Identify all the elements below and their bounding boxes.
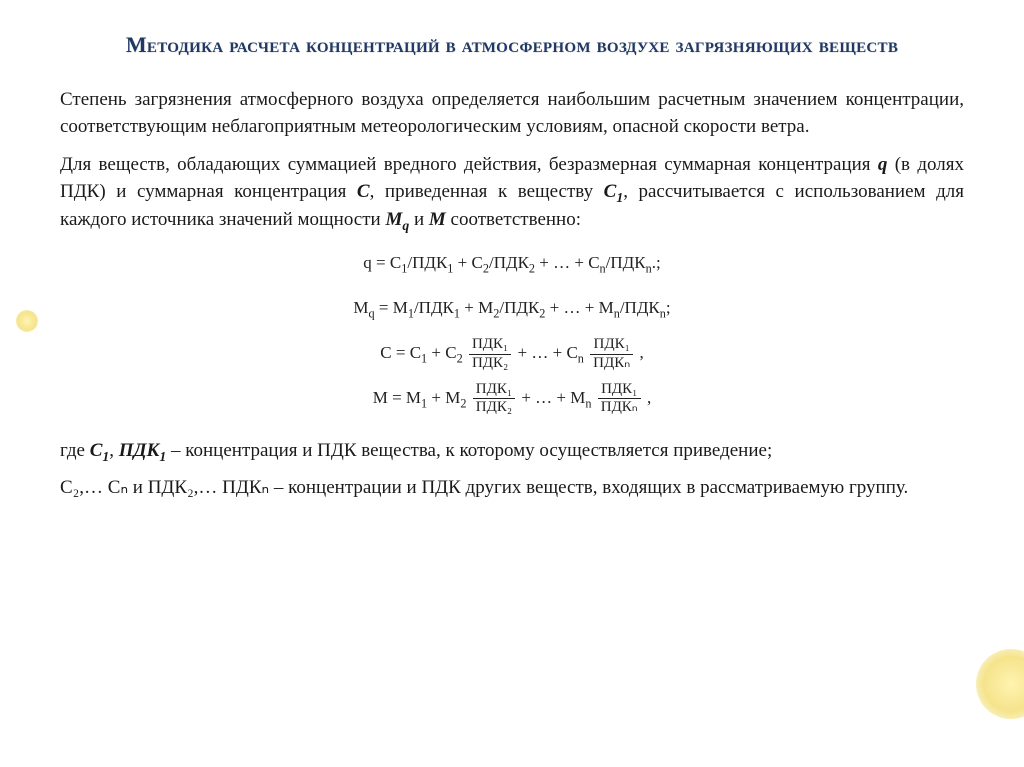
symbol-q: q [878,154,888,175]
fraction-den: ПДКₙ [590,355,633,372]
fraction: ПДК₁ ПДК₂ [469,337,511,372]
formula-tail: , [647,388,651,407]
p2-post: соответственно: [446,209,581,230]
symbol-M: M [429,209,446,230]
slide-title: Методика расчета концентраций в атмосфер… [60,30,964,60]
p2-pre: Для веществ, обладающих суммацией вредно… [60,154,878,175]
fraction-den: ПДК₂ [473,399,515,416]
fraction: ПДК₁ ПДК₂ [473,382,515,417]
legend-C1: С1 [90,440,110,461]
formula-M: M = M1 + M2 ПДК₁ ПДК₂ + … + Mn ПДК₁ ПДКₙ… [60,378,964,419]
legend-PDK1-base: ПДК [119,440,160,461]
formula-Mq: Mq = M1/ПДК1 + M2/ПДК2 + … + Mn/ПДКn; [60,288,964,329]
fraction-den: ПДК₂ [469,355,511,372]
fraction-num: ПДК₁ [473,382,515,400]
symbol-C1: C1 [604,181,624,202]
formula-q: q = C1/ПДК1 + C2/ПДК2 + … + Cn/ПДКn.; [60,243,964,284]
paragraph-1: Степень загрязнения атмосферного воздуха… [60,86,964,141]
formula-tail: , [639,343,643,362]
formula-block: q = C1/ПДК1 + C2/ПДК2 + … + Cn/ПДКn.; Mq… [60,243,964,418]
formula-C: C = C1 + C2 ПДК₁ ПДК₂ + … + Cn ПДК₁ ПДКₙ… [60,333,964,374]
p2-mid4: и [409,209,429,230]
legend-2: С₂,… Сₙ и ПДК₂,… ПДКₙ – концентрации и П… [60,474,964,502]
fraction-num: ПДК₁ [469,337,511,355]
slide: Методика расчета концентраций в атмосфер… [0,0,1024,767]
legend-C1-base: С [90,440,103,461]
symbol-Mq: Mq [385,209,409,230]
decorative-blob-right [976,649,1024,719]
legend-PDK1: ПДК1 [119,440,167,461]
legend-post: – концентрация и ПДК вещества, к котором… [166,440,772,461]
legend-1: где С1, ПДК1 – концентрация и ПДК вещест… [60,437,964,465]
legend-pre: где [60,440,90,461]
symbol-Mq-base: M [385,209,402,230]
paragraph-2: Для веществ, обладающих суммацией вредно… [60,151,964,234]
fraction: ПДК₁ ПДКₙ [598,382,641,417]
decorative-blob-left [16,310,38,332]
fraction: ПДК₁ ПДКₙ [590,337,633,372]
fraction-num: ПДК₁ [598,382,641,400]
fraction-num: ПДК₁ [590,337,633,355]
p2-mid2: , приведенная к веществу [370,181,604,202]
fraction-den: ПДКₙ [598,399,641,416]
symbol-C1-base: C [604,181,617,202]
legend-sep: , [109,440,119,461]
symbol-C: C [357,181,370,202]
